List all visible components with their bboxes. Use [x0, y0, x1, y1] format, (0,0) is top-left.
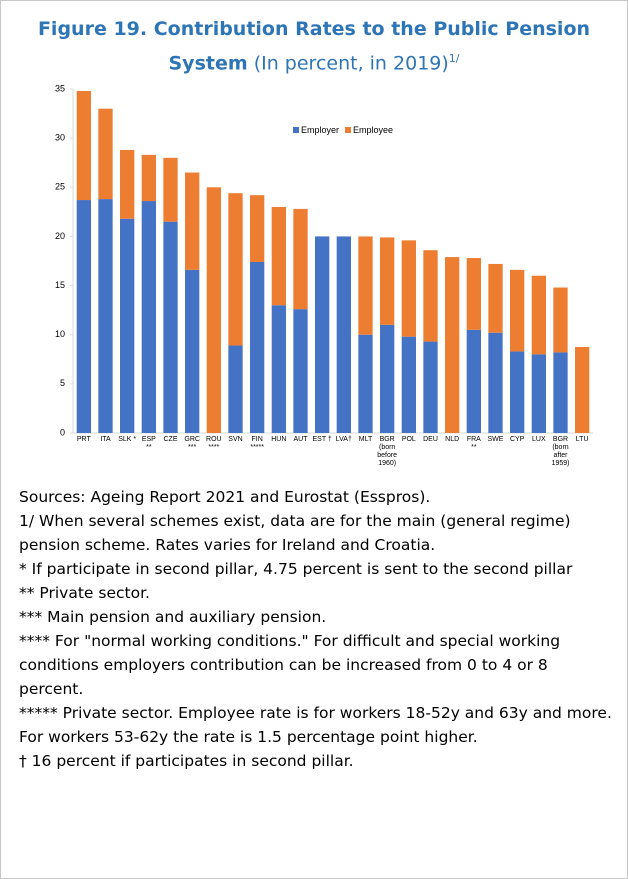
x-tick-label: LTU — [575, 436, 589, 443]
bar-segment — [250, 195, 265, 262]
x-tick-label: ROU **** — [206, 436, 222, 451]
bar-segment — [401, 336, 416, 433]
bar-segment — [98, 108, 113, 200]
bar-segment — [531, 354, 546, 433]
bar-segment — [120, 218, 135, 433]
y-tick-label: 0 — [60, 427, 65, 437]
bar-segment — [510, 351, 525, 433]
bar-segment — [315, 236, 330, 433]
bar-segment — [271, 206, 286, 306]
x-tick-label: PRT — [76, 436, 91, 443]
bar-segment — [185, 269, 200, 433]
bar-segment — [445, 257, 460, 433]
bar-segment — [120, 149, 135, 219]
note: 1/ When several schemes exist, data are … — [19, 512, 571, 554]
x-tick-label: DEU — [423, 436, 438, 443]
note: ***** Private sector. Employee rate is f… — [19, 704, 612, 746]
y-tick-label: 20 — [55, 231, 65, 241]
bar-segment — [293, 208, 308, 310]
legend-label: Employer — [301, 125, 339, 135]
x-tick-label: LUX — [532, 436, 546, 443]
bar-segment — [401, 240, 416, 337]
bar-segment — [575, 347, 590, 433]
y-tick-label: 35 — [55, 83, 65, 93]
bar-segment — [163, 157, 178, 222]
x-tick-label: GRC *** — [184, 436, 200, 451]
note: **** For "normal working conditions." Fo… — [19, 632, 561, 698]
bar-segment — [358, 334, 373, 433]
chart-subtitle: (In percent, in 2019) — [253, 52, 449, 75]
bar-segment — [206, 187, 221, 433]
y-tick-label: 30 — [55, 133, 65, 143]
x-tick-label: BGR (born after 1959) — [551, 436, 570, 467]
x-tick-label: CYP — [509, 436, 525, 443]
x-tick-label: HUN — [271, 436, 287, 443]
bar-segment — [423, 250, 438, 342]
y-tick-label: 15 — [55, 280, 65, 290]
bar-segment — [553, 287, 568, 353]
bar-segment — [510, 269, 525, 352]
bar-segment — [141, 154, 156, 202]
bar-segment — [76, 90, 91, 201]
bar-segment — [228, 345, 243, 433]
bar-segment — [358, 236, 373, 335]
note: ** Private sector. — [19, 584, 150, 602]
note: *** Main pension and auxiliary pension. — [19, 608, 327, 626]
bar-segment — [271, 305, 286, 433]
bar-segment — [531, 275, 546, 355]
bar-segment — [228, 193, 243, 346]
x-tick-label: FIN ***** — [250, 436, 264, 451]
x-tick-label: SVN — [228, 436, 243, 443]
x-tick-label: CZE — [163, 436, 178, 443]
x-tick-label: SLK * — [118, 436, 137, 443]
bar-segment — [466, 329, 481, 433]
x-tick-label: FRA ** — [466, 436, 481, 451]
note: Sources: Ageing Report 2021 and Eurostat… — [19, 488, 431, 506]
x-tick-label: EST † — [312, 436, 332, 443]
y-tick-label: 10 — [55, 329, 65, 339]
bar-segment — [250, 261, 265, 433]
chart-title: Figure 19. Contribution Rates to the Pub… — [37, 18, 591, 75]
y-tick-label: 5 — [60, 378, 65, 388]
note: * If participate in second pillar, 4.75 … — [19, 560, 573, 578]
note: † 16 percent if participates in second p… — [19, 752, 354, 770]
bar-segment — [336, 236, 351, 433]
bar-segment — [553, 352, 568, 433]
x-tick-label: BGR (born before 1960) — [377, 436, 398, 467]
x-tick-label: POL — [401, 436, 416, 443]
bar-segment — [466, 258, 481, 330]
x-tick-label: SWE — [487, 436, 504, 443]
x-tick-label: LVA† — [335, 436, 352, 443]
legend-label: Employee — [353, 125, 393, 135]
x-tick-label: MLT — [358, 436, 373, 443]
title-note: 1/ — [448, 52, 460, 65]
bar-segment — [185, 172, 200, 270]
bar-segment — [76, 200, 91, 433]
title-block: Figure 19. Contribution Rates to the Pub… — [11, 15, 617, 78]
x-tick-label: ITA — [100, 436, 111, 443]
legend-swatch — [293, 127, 299, 133]
x-tick-label: ESP ** — [141, 436, 156, 451]
notes: Sources: Ageing Report 2021 and Eurostat… — [19, 485, 615, 773]
chart: 0 5 10 15 20 25 30 35 Employer Employee — [55, 83, 593, 437]
y-tick-label: 25 — [55, 182, 65, 192]
bar-segment — [380, 237, 395, 325]
bar-segment — [98, 199, 113, 433]
x-tick-label: NLD — [445, 436, 460, 443]
bar-segment — [423, 341, 438, 433]
bar-segment — [488, 263, 503, 333]
bar-segment — [380, 324, 395, 433]
bar-segment — [488, 332, 503, 433]
chart-area: 0 5 10 15 20 25 30 35 Employer Employee PRT ITA SLK… — [31, 81, 611, 481]
bar-segment — [293, 309, 308, 433]
x-tick-label: AUT — [293, 436, 308, 443]
bar-segment — [163, 221, 178, 433]
legend-swatch — [345, 127, 352, 133]
bar-segment — [141, 201, 156, 433]
